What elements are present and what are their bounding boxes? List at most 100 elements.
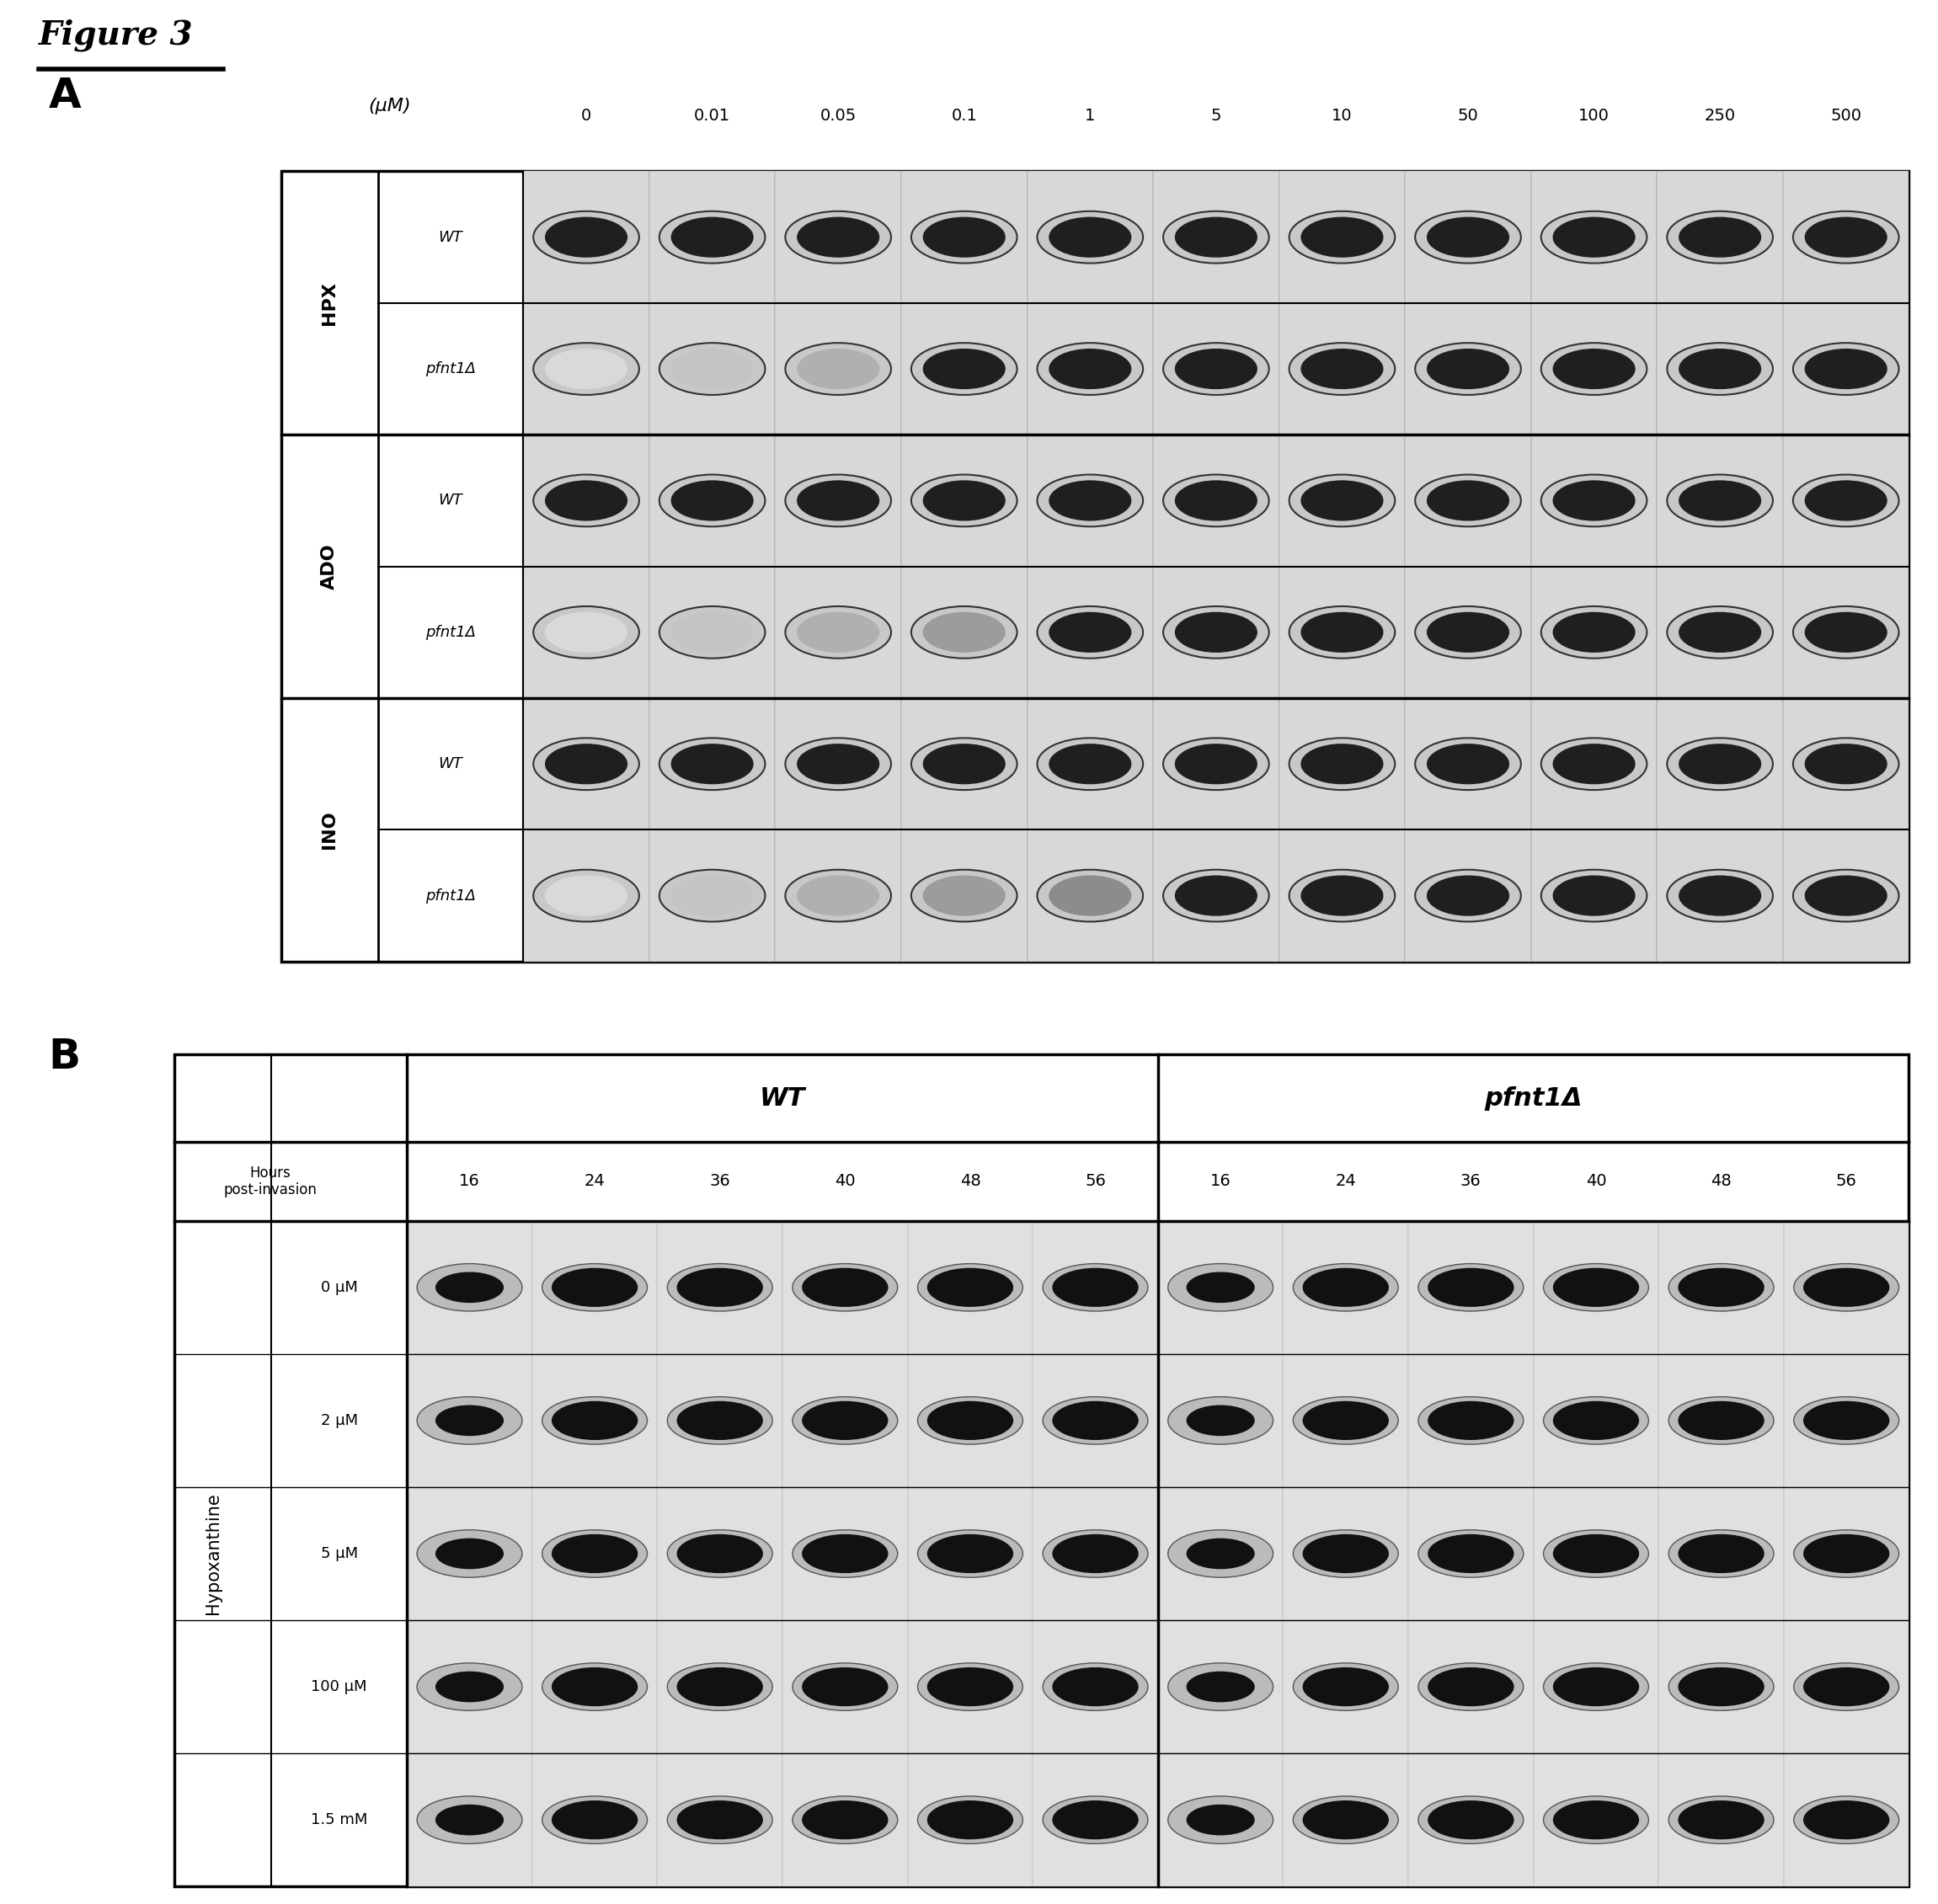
Circle shape (911, 343, 1017, 394)
Circle shape (1543, 1662, 1649, 1710)
Circle shape (676, 1668, 764, 1706)
Text: WT: WT (438, 756, 463, 771)
Text: 56: 56 (1835, 1173, 1857, 1190)
FancyBboxPatch shape (1783, 1754, 1909, 1887)
Text: 1.5 mM: 1.5 mM (310, 1813, 368, 1828)
Circle shape (533, 605, 640, 659)
Circle shape (543, 1264, 647, 1312)
Circle shape (545, 611, 628, 653)
Circle shape (1048, 480, 1132, 522)
FancyBboxPatch shape (783, 1220, 907, 1354)
Circle shape (1169, 1264, 1273, 1312)
Text: pfnt1Δ: pfnt1Δ (424, 625, 477, 640)
Circle shape (802, 1668, 888, 1706)
FancyBboxPatch shape (1783, 303, 1909, 434)
Circle shape (1678, 1268, 1764, 1306)
Circle shape (785, 739, 891, 790)
Text: 500: 500 (1829, 109, 1862, 124)
FancyBboxPatch shape (1283, 1620, 1409, 1754)
Circle shape (1552, 611, 1636, 653)
Text: 0.1: 0.1 (952, 109, 977, 124)
FancyBboxPatch shape (533, 1487, 657, 1620)
FancyBboxPatch shape (657, 1620, 783, 1754)
Circle shape (1804, 744, 1888, 784)
Circle shape (785, 474, 891, 527)
Circle shape (1669, 1264, 1773, 1312)
FancyBboxPatch shape (1533, 1354, 1659, 1487)
Circle shape (1426, 611, 1510, 653)
Circle shape (1293, 1398, 1397, 1445)
Circle shape (1678, 217, 1762, 257)
Circle shape (1795, 1398, 1899, 1445)
FancyBboxPatch shape (407, 1354, 533, 1487)
FancyBboxPatch shape (1283, 1220, 1409, 1354)
FancyBboxPatch shape (907, 1220, 1033, 1354)
Circle shape (922, 744, 1006, 784)
FancyBboxPatch shape (901, 171, 1027, 303)
Circle shape (671, 744, 754, 784)
Circle shape (1419, 1398, 1523, 1445)
Circle shape (1804, 611, 1888, 653)
Text: WT: WT (438, 230, 463, 246)
FancyBboxPatch shape (1033, 1354, 1159, 1487)
FancyBboxPatch shape (1783, 434, 1909, 567)
Circle shape (926, 1668, 1014, 1706)
Circle shape (671, 876, 754, 916)
Circle shape (1428, 1801, 1514, 1839)
Circle shape (552, 1535, 638, 1573)
FancyBboxPatch shape (1033, 1220, 1159, 1354)
Circle shape (659, 605, 766, 659)
Circle shape (1415, 739, 1521, 790)
Circle shape (1163, 870, 1269, 922)
FancyBboxPatch shape (1659, 1220, 1783, 1354)
Circle shape (667, 1531, 773, 1577)
FancyBboxPatch shape (901, 434, 1027, 567)
FancyBboxPatch shape (1279, 434, 1405, 567)
FancyBboxPatch shape (1531, 434, 1657, 567)
Circle shape (922, 348, 1006, 388)
Circle shape (1037, 870, 1143, 922)
Circle shape (911, 211, 1017, 263)
FancyBboxPatch shape (523, 567, 649, 699)
Circle shape (1037, 211, 1143, 263)
Circle shape (1543, 1795, 1649, 1843)
Circle shape (793, 1264, 897, 1312)
Circle shape (797, 348, 880, 388)
FancyBboxPatch shape (523, 434, 649, 567)
Circle shape (1795, 1795, 1899, 1843)
FancyBboxPatch shape (523, 171, 649, 303)
FancyBboxPatch shape (1533, 1487, 1659, 1620)
Circle shape (1669, 1531, 1773, 1577)
FancyBboxPatch shape (1531, 303, 1657, 434)
Text: WT: WT (438, 493, 463, 508)
Circle shape (436, 1405, 504, 1436)
Circle shape (1048, 217, 1132, 257)
Circle shape (436, 1538, 504, 1569)
Circle shape (1048, 348, 1132, 388)
Circle shape (785, 211, 891, 263)
FancyBboxPatch shape (1783, 171, 1909, 303)
Circle shape (1804, 480, 1888, 522)
FancyBboxPatch shape (1657, 567, 1783, 699)
Circle shape (1552, 1401, 1640, 1439)
Text: pfnt1Δ: pfnt1Δ (424, 887, 477, 902)
Circle shape (911, 739, 1017, 790)
FancyBboxPatch shape (901, 699, 1027, 830)
Text: B: B (48, 1038, 81, 1078)
Circle shape (802, 1535, 888, 1573)
Circle shape (1541, 211, 1647, 263)
FancyBboxPatch shape (775, 699, 901, 830)
Circle shape (1174, 348, 1258, 388)
FancyBboxPatch shape (1531, 830, 1657, 962)
FancyBboxPatch shape (533, 1620, 657, 1754)
FancyBboxPatch shape (775, 171, 901, 303)
FancyBboxPatch shape (907, 1354, 1033, 1487)
Text: 56: 56 (1085, 1173, 1107, 1190)
FancyBboxPatch shape (523, 830, 649, 962)
Circle shape (802, 1801, 888, 1839)
Circle shape (417, 1264, 521, 1312)
Circle shape (1419, 1662, 1523, 1710)
Circle shape (552, 1268, 638, 1306)
Text: 0 μM: 0 μM (320, 1279, 359, 1295)
FancyBboxPatch shape (533, 1754, 657, 1887)
